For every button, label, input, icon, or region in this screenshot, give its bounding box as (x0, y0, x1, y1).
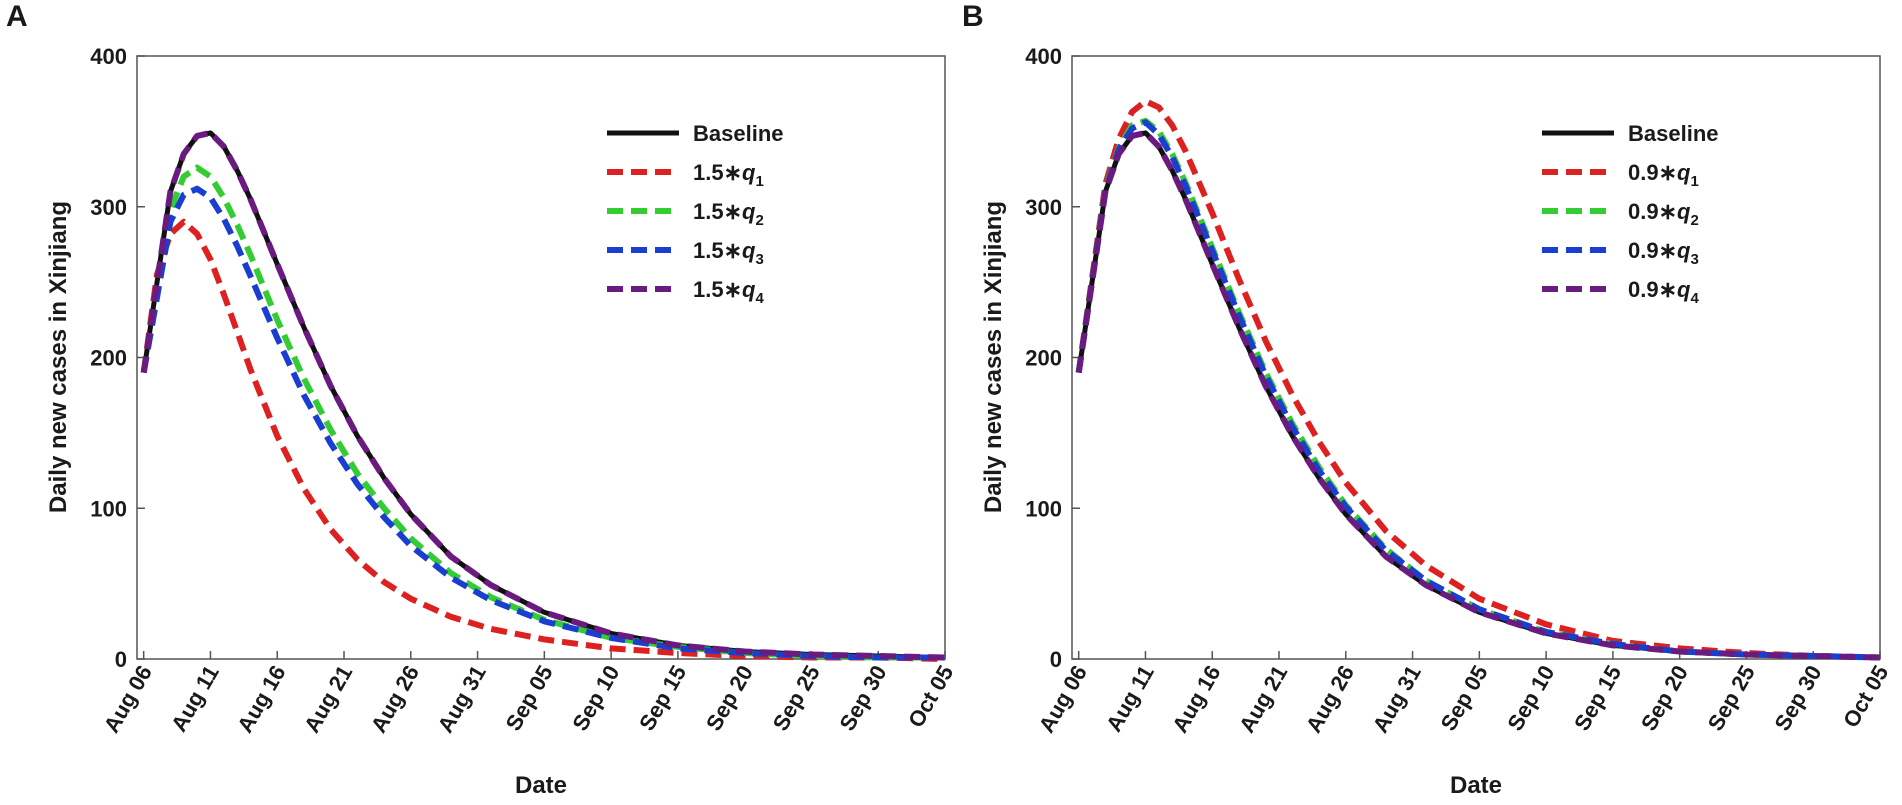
series-line-0-9-q1 (1075, 98, 1881, 661)
series-line-1-5-q4 (140, 129, 946, 661)
legend-label: 0.9∗q1 (1628, 160, 1699, 190)
y-ticks-a: 0 100 200 300 400 (90, 44, 145, 672)
x-tick-label: Aug 26 (366, 661, 424, 737)
y-tick-label: 100 (90, 496, 127, 521)
x-tick-label: Sep 25 (1703, 661, 1760, 735)
legend-label: 1.5∗q2 (693, 199, 764, 229)
x-tick-label: Aug 26 (1301, 661, 1359, 737)
x-tick-label: Aug 11 (166, 661, 224, 736)
x-tick-label: Aug 16 (232, 661, 290, 737)
series-line-0-9-q4 (1075, 129, 1881, 661)
x-tick-label: Sep 15 (634, 661, 691, 735)
panel-letter-a: A (6, 0, 28, 33)
series-line-1-5-q2 (140, 164, 945, 661)
series-lines-a (140, 129, 946, 662)
legend-label: 1.5∗q3 (693, 238, 764, 268)
x-tick-label: Sep 15 (1569, 661, 1626, 735)
x-tick-label: Sep 30 (834, 661, 891, 735)
legend-a: Baseline 1.5∗q1 1.5∗q2 1.5∗q3 1.5∗q4 (607, 121, 784, 307)
series-line-0-9-q2 (1075, 117, 1881, 661)
x-tick-label: Sep 10 (567, 661, 624, 735)
y-tick-label: 300 (90, 195, 127, 220)
legend-label: 1.5∗q1 (693, 160, 764, 190)
legend-label: Baseline (693, 121, 784, 146)
y-axis-title-a: Daily new cases in Xinjiang (45, 201, 72, 513)
series-line-baseline (141, 130, 946, 660)
x-tick-label: Aug 31 (433, 661, 491, 737)
x-tick-label: Aug 06 (99, 661, 157, 737)
series-lines-b (1075, 98, 1881, 661)
y-axis-title-b: Daily new cases in Xinjiang (980, 201, 1007, 513)
y-ticks-b: 0 100 200 300 400 (1025, 44, 1080, 672)
legend-label: 0.9∗q3 (1628, 238, 1699, 268)
x-tick-label: Aug 21 (1234, 661, 1292, 737)
x-ticks-b: Aug 06 Aug 11 Aug 16 Aug 21 Aug 26 Aug 31 Sep … (1034, 651, 1893, 737)
panel-b: B 0 100 200 300 400 Aug 06 Aug 11 Aug 16 Aug 21… (962, 0, 1893, 799)
y-tick-label: 200 (90, 346, 127, 371)
legend-label: 0.9∗q4 (1628, 277, 1699, 307)
x-tick-label: Oct 05 (903, 661, 958, 732)
series-line-1-5-q3 (140, 185, 945, 661)
plot-frame-a (136, 55, 946, 660)
y-tick-label: 100 (1025, 496, 1062, 521)
x-axis-title-b: Date (1450, 772, 1502, 799)
x-tick-label: Sep 30 (1769, 661, 1826, 735)
x-tick-label: Aug 11 (1101, 661, 1159, 736)
x-tick-label: Sep 20 (1636, 661, 1693, 735)
panel-a: A 0 100 200 300 400 Aug 06 Aug 11 Aug 16 Aug 21… (6, 0, 958, 799)
y-tick-label: 0 (1050, 647, 1062, 672)
legend-label: 0.9∗q2 (1628, 199, 1699, 229)
x-tick-label: Aug 31 (1368, 661, 1426, 737)
x-tick-label: Oct 05 (1838, 661, 1893, 732)
x-tick-label: Sep 05 (501, 661, 558, 735)
x-tick-label: Aug 21 (299, 661, 357, 737)
legend-label: 1.5∗q4 (693, 277, 764, 307)
x-tick-label: Aug 16 (1167, 661, 1225, 737)
x-ticks-a: Aug 06 Aug 11 Aug 16 Aug 21 Aug 26 Aug 31 Sep … (99, 651, 958, 737)
x-tick-label: Aug 06 (1034, 661, 1092, 737)
y-tick-label: 300 (1025, 195, 1062, 220)
plot-frame-b (1071, 55, 1881, 660)
series-line-1-5-q1 (140, 218, 946, 662)
x-tick-label: Sep 10 (1502, 661, 1559, 735)
series-line-0-9-q3 (1075, 119, 1881, 661)
y-tick-label: 200 (1025, 346, 1062, 371)
legend-b: Baseline 0.9∗q1 0.9∗q2 0.9∗q3 0.9∗q4 (1542, 121, 1719, 307)
x-tick-label: Sep 20 (701, 661, 758, 735)
y-tick-label: 400 (1025, 44, 1062, 69)
y-tick-label: 400 (90, 44, 127, 69)
y-tick-label: 0 (115, 647, 127, 672)
x-tick-label: Sep 25 (768, 661, 825, 735)
x-tick-label: Sep 05 (1436, 661, 1493, 735)
x-axis-title-a: Date (515, 772, 567, 799)
legend-label: Baseline (1628, 121, 1719, 146)
panel-letter-b: B (962, 0, 984, 33)
